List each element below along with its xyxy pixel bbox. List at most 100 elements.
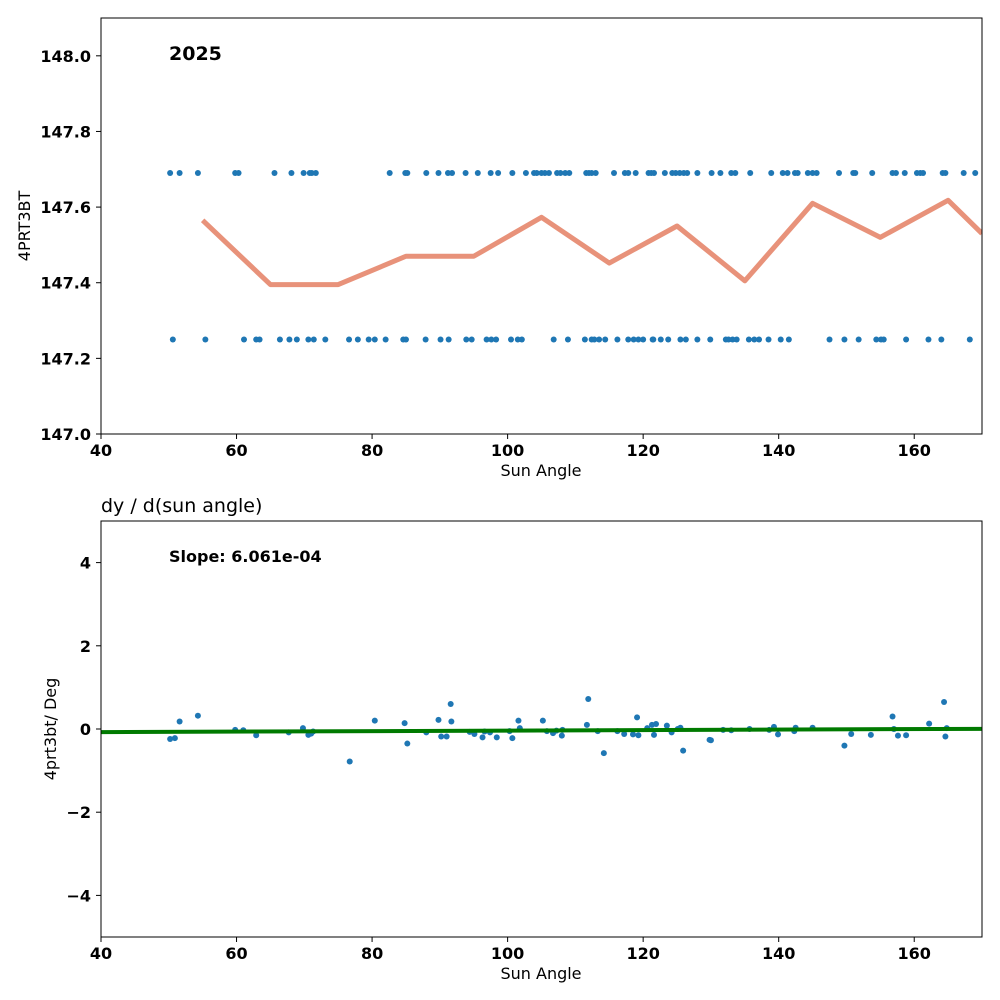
data-point <box>694 170 701 177</box>
data-point <box>663 722 670 729</box>
data-point <box>640 336 647 343</box>
data-point <box>650 731 657 738</box>
data-point <box>487 170 494 177</box>
y-tick-label: −2 <box>66 803 91 822</box>
data-point <box>539 717 546 724</box>
data-point <box>848 730 855 737</box>
data-point <box>657 336 664 343</box>
data-point <box>371 336 378 343</box>
data-point <box>707 737 714 744</box>
data-point <box>256 336 263 343</box>
bottom-panel: dy / d(sun angle) 40 60 80 100 120 140 160−4−2… <box>41 495 983 983</box>
data-point <box>630 336 637 343</box>
bottom-x-axis-label: Sun Angle <box>500 964 581 983</box>
data-point <box>288 170 295 177</box>
data-point <box>632 170 639 177</box>
data-point <box>167 170 174 177</box>
data-point <box>293 336 300 343</box>
data-point <box>867 731 874 738</box>
data-point <box>300 170 307 177</box>
data-point <box>629 731 636 738</box>
data-point <box>733 336 740 343</box>
data-point <box>449 170 456 177</box>
data-point <box>650 336 657 343</box>
x-tick-label: 100 <box>491 441 524 460</box>
data-point <box>614 336 621 343</box>
top-annotation: 2025 <box>169 43 222 65</box>
data-point <box>794 170 801 177</box>
data-point <box>635 336 642 343</box>
data-point <box>545 170 552 177</box>
data-point <box>765 336 772 343</box>
y-tick-label: 147.6 <box>40 198 91 217</box>
data-point <box>550 336 557 343</box>
y-tick-label: 147.2 <box>40 349 91 368</box>
x-tick-label: 120 <box>626 944 659 963</box>
bottom-annotation: Slope: 6.061e-04 <box>169 547 322 566</box>
top-plot-area <box>167 170 982 343</box>
data-point <box>448 718 455 725</box>
data-point <box>901 170 908 177</box>
data-point <box>925 336 932 343</box>
data-point <box>435 170 442 177</box>
data-point <box>495 170 502 177</box>
top-y-axis-label: 4PRT3BT <box>15 191 34 262</box>
top-axes: 40 60 80 100 120 140 160 147.0 147.2 147.4 147.6 14… <box>40 47 931 460</box>
data-point <box>889 713 896 720</box>
data-point <box>926 720 933 727</box>
data-point <box>903 336 910 343</box>
data-point <box>176 718 183 725</box>
data-point <box>437 336 444 343</box>
data-point <box>286 336 293 343</box>
data-point <box>509 170 516 177</box>
y-tick-label: 2 <box>80 637 91 656</box>
data-point <box>468 336 475 343</box>
data-point <box>680 747 687 754</box>
data-point <box>305 336 312 343</box>
data-point <box>462 170 469 177</box>
data-point <box>508 336 515 343</box>
data-point <box>240 336 247 343</box>
data-point <box>684 170 691 177</box>
data-point <box>404 740 411 747</box>
data-point <box>474 170 481 177</box>
data-point <box>585 696 592 703</box>
data-point <box>661 170 668 177</box>
x-tick-label: 60 <box>225 944 247 963</box>
data-point <box>768 170 775 177</box>
data-point <box>438 733 445 740</box>
data-point <box>445 336 452 343</box>
data-point <box>813 170 820 177</box>
data-point <box>276 336 283 343</box>
data-point <box>176 170 183 177</box>
data-point <box>566 170 573 177</box>
data-point <box>382 336 389 343</box>
data-point <box>365 336 372 343</box>
data-point <box>938 336 945 343</box>
data-point <box>253 732 260 739</box>
x-tick-label: 140 <box>762 944 795 963</box>
top-plot-frame <box>100 17 983 435</box>
data-point <box>488 336 495 343</box>
data-point <box>694 336 701 343</box>
x-tick-label: 140 <box>762 441 795 460</box>
x-tick-label: 80 <box>361 944 383 963</box>
data-point <box>404 170 411 177</box>
data-point <box>447 701 454 708</box>
data-point <box>745 336 752 343</box>
x-tick-label: 160 <box>898 441 931 460</box>
data-point <box>596 336 603 343</box>
bottom-axes: 40 60 80 100 120 140 160 −4 −2 0 2 4 <box>66 554 930 963</box>
data-point <box>634 714 641 721</box>
data-point <box>942 733 949 740</box>
data-point <box>841 742 848 749</box>
data-point <box>371 717 378 724</box>
data-point <box>826 336 833 343</box>
data-point <box>903 732 910 739</box>
data-point <box>804 170 811 177</box>
data-point <box>708 170 715 177</box>
data-point <box>194 712 201 719</box>
bottom-y-axis-label: 4prt3bt/ Deg <box>41 678 60 781</box>
data-point <box>707 336 714 343</box>
data-point <box>747 170 754 177</box>
